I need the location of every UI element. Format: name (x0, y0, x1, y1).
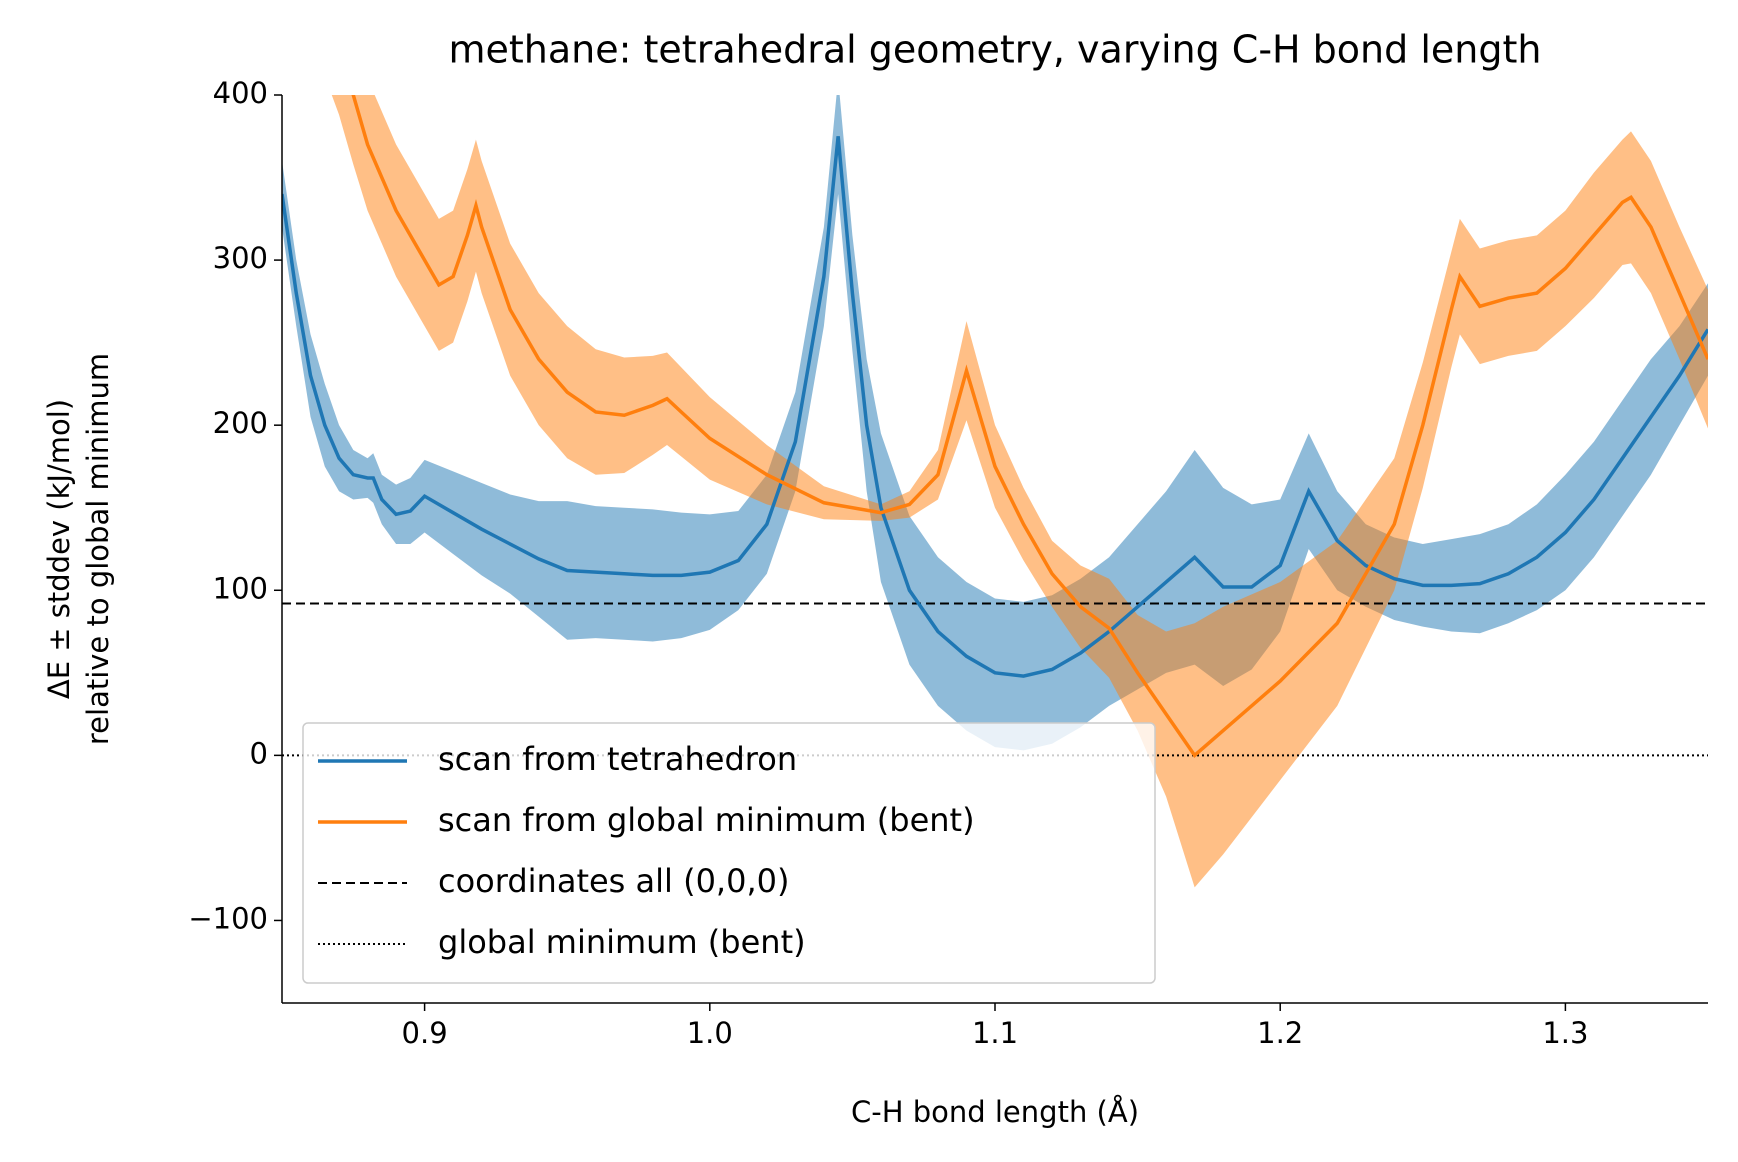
x-tick-label: 0.9 (402, 1016, 448, 1050)
line (282, 136, 1708, 678)
legend-label: coordinates all (0,0,0) (438, 862, 789, 900)
legend-label: scan from tetrahedron (438, 740, 797, 778)
x-tick-label: 1.2 (1257, 1016, 1303, 1050)
chart-title: methane: tetrahedral geometry, varying C… (449, 28, 1542, 72)
legend-label: scan from global minimum (bent) (438, 801, 975, 839)
legend-box (302, 722, 1156, 984)
x-tick-label: 1.3 (1542, 1016, 1588, 1050)
x-tick-label: 1.0 (687, 1016, 733, 1050)
x-tick-label: 1.1 (972, 1016, 1018, 1050)
y-tick-label: 200 (213, 406, 268, 440)
y-tick-label: 300 (213, 241, 268, 275)
y-axis-label: ΔE ± stddev (kJ/mol) (42, 399, 76, 699)
stddev-band (331, 95, 1708, 888)
stddev-band (282, 95, 1708, 751)
y-tick-label: 0 (250, 736, 268, 770)
y-tick-label: 400 (213, 76, 268, 110)
x-axis-label: C-H bond length (Å) (851, 1095, 1139, 1129)
line (351, 95, 1708, 758)
legend-label: global minimum (bent) (438, 923, 806, 961)
y-tick-label: −100 (188, 901, 268, 935)
plot-area (282, 95, 1708, 888)
y-tick-label: 100 (213, 571, 268, 605)
y-axis-label: relative to global minimum (81, 353, 115, 745)
